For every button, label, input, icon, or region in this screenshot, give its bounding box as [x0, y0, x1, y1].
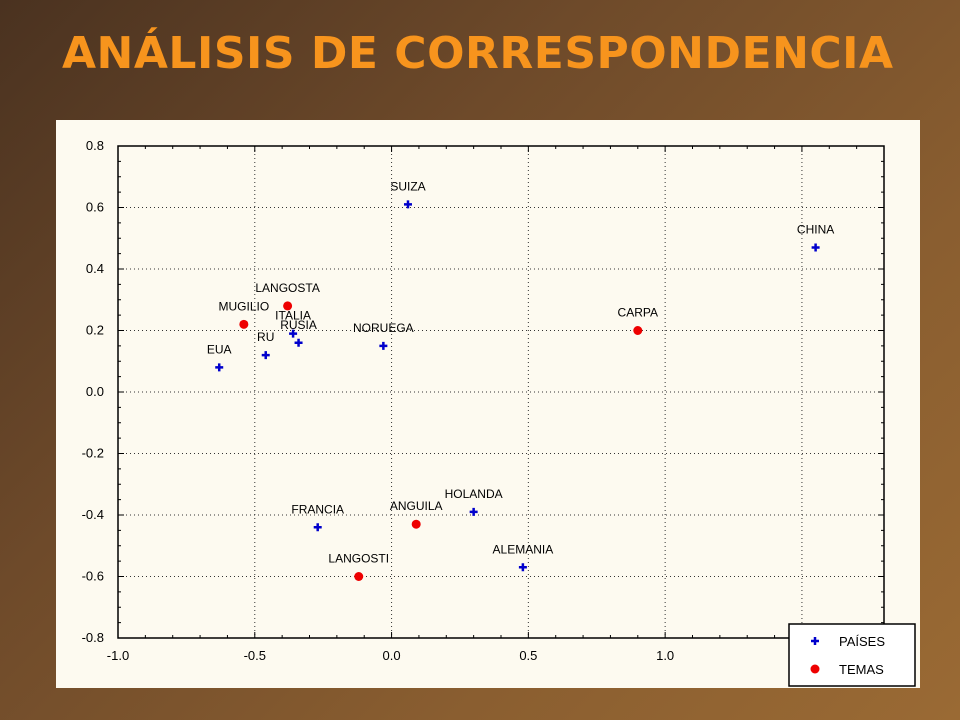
- legend-label-1: PAÍSES: [839, 634, 885, 649]
- point-suiza: [403, 200, 412, 209]
- y-tick-label: -0.6: [82, 569, 104, 584]
- y-tick-label: 0.4: [86, 261, 104, 276]
- y-tick-label: 0.2: [86, 323, 104, 338]
- point-ru: [261, 351, 270, 360]
- point-italia: [289, 329, 298, 338]
- point-francia: [313, 523, 322, 532]
- point-label-china: CHINA: [797, 222, 834, 236]
- point-label-eua: EUA: [207, 342, 232, 356]
- x-tick-label: -0.5: [244, 648, 266, 663]
- correspondence-scatter-chart: 0.8 0.6 0.4 0.2 0.0 -0.2 -0.4 -0.6 -0.8-1.0 -0.5 0…: [82, 138, 916, 687]
- y-tick-label: 0.6: [86, 200, 104, 215]
- point-label-rusia: RUSIA: [280, 318, 317, 332]
- point-rusia: [294, 338, 303, 347]
- x-tick-label: 1.0: [656, 648, 674, 663]
- x-tick-label: 0.5: [519, 648, 537, 663]
- point-china: [811, 243, 820, 252]
- point-label-francia: FRANCIA: [291, 502, 344, 516]
- y-tick-label: -0.2: [82, 446, 104, 461]
- point-langosti: [354, 572, 364, 581]
- x-tick-label: -1.0: [107, 648, 129, 663]
- point-label-italia: ITALIA: [275, 309, 311, 323]
- point-label-ru: RU: [257, 330, 274, 344]
- point-langosta: [283, 301, 293, 311]
- legend-marker-2: [810, 664, 820, 674]
- y-tick-label: 0.8: [86, 138, 104, 153]
- point-mugilio: [239, 319, 249, 329]
- point-anguila: [411, 519, 421, 529]
- point-label-alemania: ALEMANIA: [493, 542, 554, 556]
- point-label-noruega: NORUEGA: [353, 321, 414, 335]
- point-label-suiza: SUIZA: [390, 179, 425, 193]
- point-holanda: [469, 507, 478, 516]
- point-eua: [215, 363, 224, 372]
- legend-marker-1: [811, 637, 819, 645]
- point-label-langosti: LANGOSTI: [328, 552, 389, 566]
- point-noruega: [379, 341, 388, 350]
- point-label-mugilio: MUGILIO: [219, 299, 270, 313]
- plot-frame: [117, 145, 885, 639]
- point-alemania: [518, 563, 527, 572]
- legend-box: [788, 623, 916, 687]
- y-tick-label: -0.8: [82, 630, 104, 645]
- y-tick-label: 0.0: [86, 384, 104, 399]
- point-label-holanda: HOLANDA: [445, 487, 503, 501]
- y-tick-label: -0.4: [82, 507, 104, 522]
- legend-label-2: TEMAS: [839, 662, 884, 677]
- point-label-langosta: LANGOSTA: [255, 281, 319, 295]
- point-label-anguila: ANGUILA: [390, 499, 443, 513]
- point-carpa: [633, 326, 643, 335]
- chart-panel: 0.8 0.6 0.4 0.2 0.0 -0.2 -0.4 -0.6 -0.8 -1.0 -0.5 0…: [56, 120, 920, 688]
- point-label-carpa: CARPA: [618, 306, 658, 320]
- x-tick-label: 0.0: [383, 648, 401, 663]
- slide-title: ANÁLISIS DE CORRESPONDENCIA: [62, 28, 894, 79]
